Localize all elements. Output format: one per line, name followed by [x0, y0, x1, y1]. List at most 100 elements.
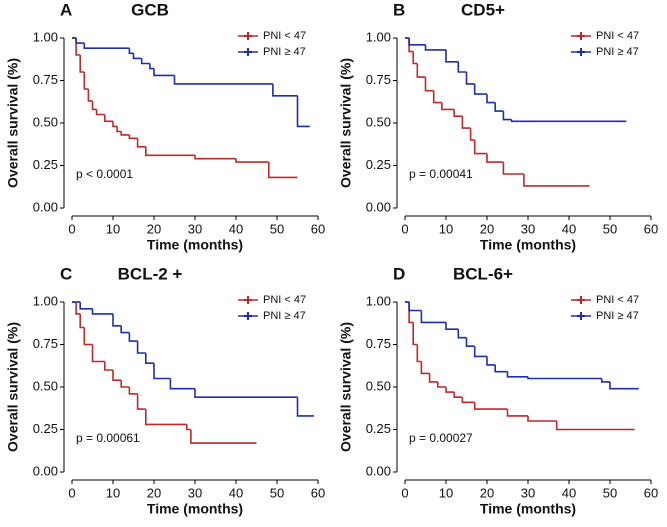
y-tick-label: 0.00 [33, 199, 58, 214]
survival-step [104, 361, 113, 371]
y-tick-label: 0.50 [366, 114, 391, 129]
y-tick-label: 0.75 [366, 72, 391, 87]
survival-step [79, 55, 85, 73]
survival-step [128, 332, 138, 342]
survival-step [91, 308, 113, 315]
survival-step [145, 353, 154, 364]
x-tick-label: 60 [644, 221, 658, 236]
x-axis-label: Time (months) [480, 501, 576, 517]
legend-label: PNI < 47 [263, 294, 306, 306]
y-axis-label: Overall survival (%) [338, 322, 354, 452]
survival-step [494, 364, 508, 373]
x-tick-label: 30 [521, 485, 535, 500]
survival-step [128, 387, 138, 395]
survival-step [87, 89, 93, 102]
survival-step [268, 162, 298, 179]
survival-step [296, 397, 314, 417]
survival-step [457, 61, 467, 73]
survival-step [432, 90, 442, 104]
survival-step [465, 72, 475, 85]
survival-step [420, 361, 430, 375]
legend-marker [244, 32, 252, 40]
x-tick-label: 50 [270, 221, 284, 236]
legend-marker [244, 48, 252, 56]
survival-step [465, 337, 475, 347]
survival-step [412, 322, 418, 346]
survival-step [186, 424, 191, 431]
panel-title: GCB [131, 0, 169, 19]
x-tick-label: 0 [68, 221, 75, 236]
survival-step [153, 68, 175, 77]
survival-step [79, 302, 93, 310]
legend-label: PNI < 47 [596, 30, 639, 42]
legend-label: PNI ≥ 47 [263, 310, 306, 322]
x-tick-label: 50 [603, 221, 617, 236]
legend-marker [577, 296, 585, 304]
survival-step [95, 109, 105, 116]
y-tick-label: 0.50 [366, 378, 391, 393]
survival-step [506, 409, 528, 417]
p-value: p = 0.00041 [409, 167, 473, 181]
survival-step [502, 162, 524, 175]
p-value: p = 0.00027 [409, 431, 473, 445]
x-tick-label: 10 [439, 221, 453, 236]
x-tick-label: 40 [229, 485, 243, 500]
y-tick-label: 0.00 [33, 463, 58, 478]
y-tick-label: 1.00 [366, 293, 391, 308]
x-tick-label: 30 [521, 221, 535, 236]
survival-step [128, 48, 134, 55]
y-axis-label: Overall survival (%) [5, 58, 21, 188]
survival-step [153, 363, 171, 380]
x-tick-label: 10 [106, 485, 120, 500]
survival-step [601, 378, 610, 383]
survival-step [296, 95, 310, 128]
x-tick-label: 50 [270, 485, 284, 500]
x-tick-label: 50 [603, 485, 617, 500]
survival-step [486, 94, 496, 104]
x-tick-label: 40 [229, 221, 243, 236]
survival-step [457, 329, 467, 339]
survival-step [112, 121, 118, 128]
survival-step [486, 356, 496, 366]
y-tick-label: 1.00 [366, 29, 391, 44]
survival-step [473, 346, 487, 358]
survival-step [136, 138, 146, 148]
panel-label: A [60, 0, 72, 19]
survival-step [424, 44, 446, 51]
y-tick-label: 0.25 [366, 421, 391, 436]
survival-step [453, 392, 463, 398]
survival-step [461, 116, 471, 129]
y-tick-label: 0.75 [366, 336, 391, 351]
survival-step [494, 102, 504, 112]
survival-step [441, 102, 455, 111]
survival-step [104, 114, 113, 123]
survival-step [424, 77, 434, 92]
survival-step [445, 322, 459, 330]
survival-step [502, 111, 512, 121]
survival-step [149, 63, 154, 70]
legend-marker [577, 48, 585, 56]
survival-step [473, 83, 487, 95]
survival-step [555, 421, 635, 431]
x-axis-label: Time (months) [480, 237, 576, 253]
x-tick-label: 10 [439, 485, 453, 500]
survival-step [473, 140, 487, 155]
legend-marker [577, 312, 585, 320]
survival-step [120, 325, 130, 334]
survival-step [140, 58, 150, 65]
y-tick-label: 0.00 [366, 463, 391, 478]
panel-title: CD5+ [461, 0, 505, 19]
legend-label: PNI < 47 [596, 294, 639, 306]
survival-step [461, 397, 475, 404]
y-tick-label: 0.75 [33, 72, 58, 87]
legend-marker [577, 32, 585, 40]
y-tick-label: 0.50 [33, 378, 58, 393]
y-tick-label: 0.75 [33, 336, 58, 351]
survival-step [120, 380, 130, 388]
survival-step [132, 53, 142, 60]
x-tick-label: 60 [311, 485, 325, 500]
survival-step [408, 38, 426, 46]
survival-step [506, 371, 528, 378]
survival-step [79, 313, 85, 329]
